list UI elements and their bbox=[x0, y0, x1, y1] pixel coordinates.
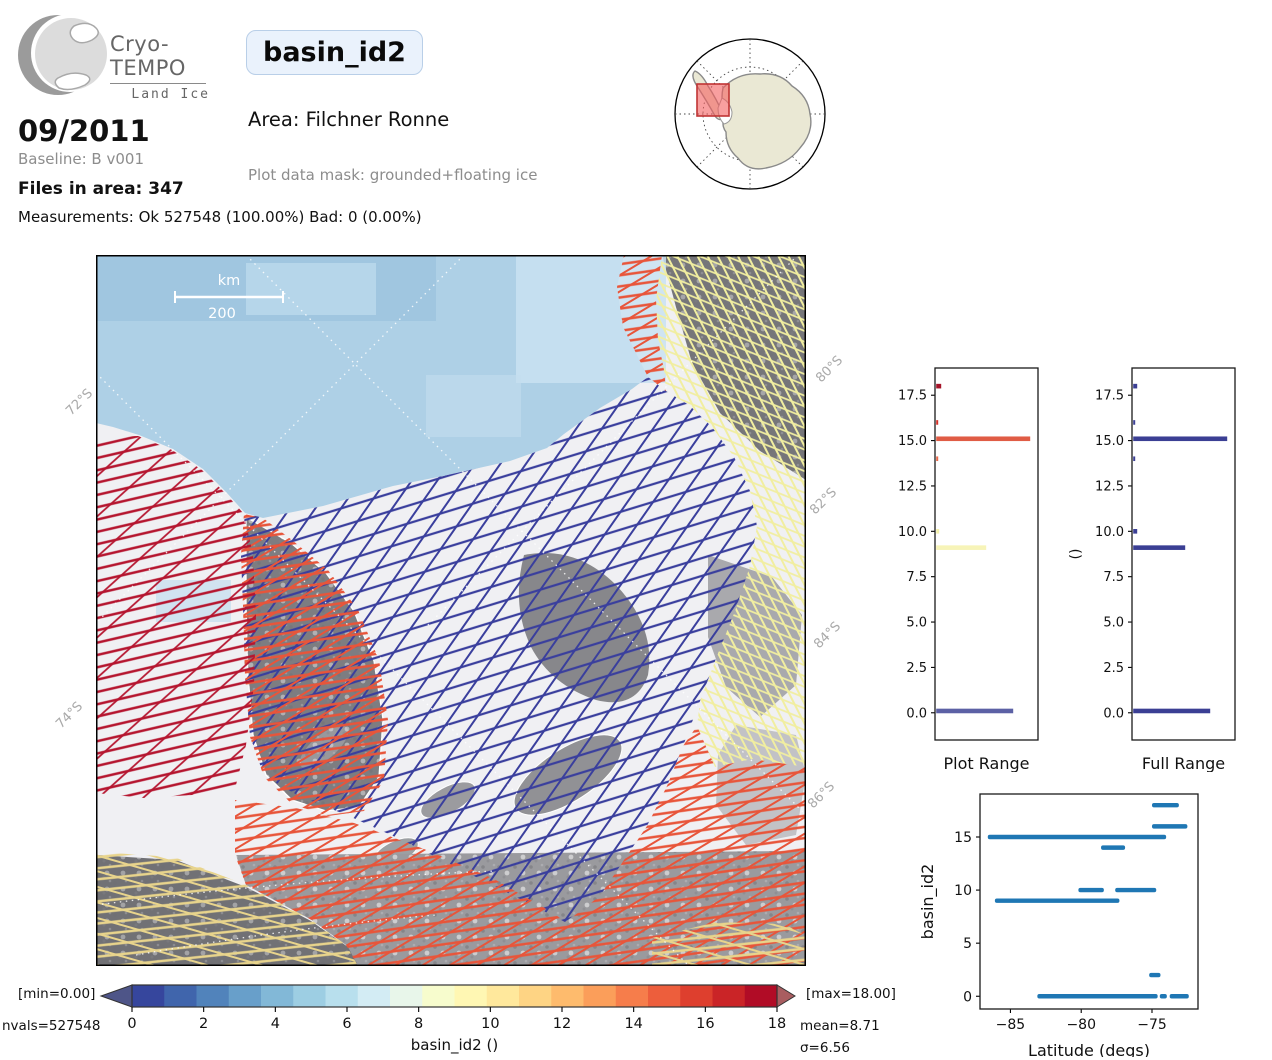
svg-text:7.5: 7.5 bbox=[906, 570, 927, 585]
baseline-label: Baseline: B v001 bbox=[18, 150, 144, 168]
map-border bbox=[96, 255, 806, 966]
svg-text:0: 0 bbox=[127, 1016, 136, 1032]
brand-name: Cryo-TEMPO bbox=[110, 32, 186, 80]
svg-text:−80: −80 bbox=[1066, 1017, 1096, 1033]
plot-range-histogram: 0.0 2.5 5.0 7.5 10.0 12.5 15.0 17.5 Plot Range bbox=[898, 367, 1039, 772]
lat-label-86s: 86°S bbox=[805, 779, 839, 812]
svg-text:15.0: 15.0 bbox=[898, 434, 927, 449]
svg-text:12.5: 12.5 bbox=[1095, 479, 1124, 494]
lat-label-74s: 74°S bbox=[53, 699, 87, 732]
svg-text:(): () bbox=[1068, 549, 1084, 560]
brand-divider bbox=[110, 83, 206, 84]
svg-text:17.5: 17.5 bbox=[1095, 389, 1124, 404]
svg-text:10.0: 10.0 bbox=[1095, 525, 1124, 540]
svg-text:Full Range: Full Range bbox=[1142, 754, 1225, 772]
svg-text:15.0: 15.0 bbox=[1095, 434, 1124, 449]
svg-text:18: 18 bbox=[768, 1016, 786, 1032]
svg-text:17.5: 17.5 bbox=[898, 389, 927, 404]
svg-text:Plot Range: Plot Range bbox=[944, 754, 1030, 772]
colorbar: 0 2 4 6 8 10 12 14 16 18 basin_id2 () bbox=[99, 984, 796, 1055]
cryo-tempo-logo bbox=[16, 8, 112, 106]
lat-label-80s: 80°S bbox=[813, 353, 847, 386]
lat-label-84s: 84°S bbox=[811, 619, 845, 652]
date-label: 09/2011 bbox=[18, 114, 150, 148]
measurements-label: Measurements: Ok 527548 (100.00%) Bad: 0… bbox=[18, 208, 422, 226]
svg-text:2.5: 2.5 bbox=[1103, 661, 1124, 676]
colorbar-sigma-label: σ=6.56 bbox=[800, 1040, 850, 1056]
svg-text:12.5: 12.5 bbox=[898, 479, 927, 494]
lat-label-82s: 82°S bbox=[807, 485, 841, 518]
svg-text:−75: −75 bbox=[1137, 1017, 1167, 1033]
svg-text:6: 6 bbox=[342, 1016, 351, 1032]
svg-text:5: 5 bbox=[963, 936, 972, 952]
svg-text:4: 4 bbox=[271, 1016, 280, 1032]
svg-text:14: 14 bbox=[624, 1016, 642, 1032]
variable-badge: basin_id2 bbox=[246, 30, 423, 75]
svg-text:0: 0 bbox=[963, 989, 972, 1005]
map-graticule bbox=[95, 254, 807, 967]
plot-mask-label: Plot data mask: grounded+floating ice bbox=[248, 166, 538, 184]
antarctica-inset-map bbox=[668, 28, 832, 196]
colorbar-min-label: [min=0.00] bbox=[18, 986, 96, 1002]
svg-text:basin_id2: basin_id2 bbox=[918, 864, 938, 940]
svg-text:12: 12 bbox=[553, 1016, 571, 1032]
svg-text:km: km bbox=[218, 273, 241, 289]
tracks-basin15-orange-peninsula bbox=[241, 514, 388, 816]
main-map: km 200 bbox=[95, 254, 807, 970]
svg-text:10.0: 10.0 bbox=[898, 525, 927, 540]
lat-label-72s: 72°S bbox=[63, 386, 97, 419]
full-range-histogram: 0.0 2.5 5.0 7.5 10.0 12.5 15.0 17.5 Full Range () bbox=[1068, 367, 1236, 772]
svg-text:0.0: 0.0 bbox=[1103, 706, 1124, 721]
map-scalebar: km 200 bbox=[174, 273, 284, 322]
region-of-interest-box bbox=[696, 83, 730, 117]
colorbar-nvals-label: nvals=527548 bbox=[2, 1018, 101, 1034]
svg-text:10: 10 bbox=[954, 883, 972, 899]
svg-text:0.0: 0.0 bbox=[906, 706, 927, 721]
svg-text:5.0: 5.0 bbox=[1103, 616, 1124, 631]
brand-subtitle: Land Ice bbox=[131, 87, 210, 102]
svg-text:10: 10 bbox=[481, 1016, 499, 1032]
svg-text:basin_id2 (): basin_id2 () bbox=[411, 1036, 498, 1055]
svg-text:2: 2 bbox=[199, 1016, 208, 1032]
svg-text:−85: −85 bbox=[996, 1017, 1026, 1033]
svg-text:15: 15 bbox=[954, 830, 972, 846]
files-in-area-label: Files in area: 347 bbox=[18, 179, 184, 199]
globe-logo-icon bbox=[18, 14, 109, 95]
brand-block: Cryo-TEMPO Land Ice bbox=[110, 32, 210, 102]
svg-text:7.5: 7.5 bbox=[1103, 570, 1124, 585]
svg-text:5.0: 5.0 bbox=[906, 616, 927, 631]
area-label: Area: Filchner Ronne bbox=[248, 108, 450, 131]
svg-text:8: 8 bbox=[414, 1016, 423, 1032]
svg-text:Latitude (degs): Latitude (degs) bbox=[1028, 1041, 1150, 1057]
latitude-scatter-plot: 0 5 10 15 −85 −80 −75 Latitude (degs) basin_id2 bbox=[918, 793, 1199, 1057]
svg-text:200: 200 bbox=[208, 306, 236, 322]
svg-text:2.5: 2.5 bbox=[906, 661, 927, 676]
colorbar-mean-label: mean=8.71 bbox=[800, 1018, 880, 1034]
colorbar-max-label: [max=18.00] bbox=[806, 986, 896, 1002]
svg-text:16: 16 bbox=[696, 1016, 714, 1032]
